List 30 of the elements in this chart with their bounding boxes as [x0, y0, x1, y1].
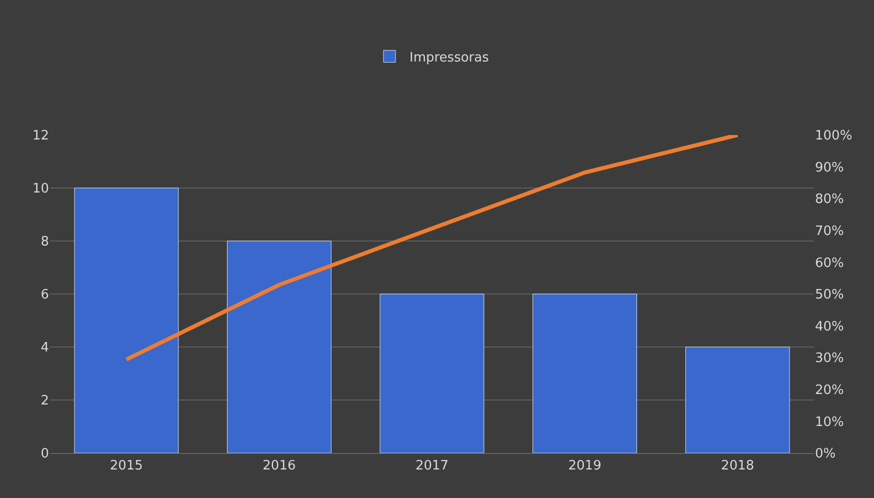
- y-tick-label: 10: [32, 182, 49, 197]
- y2-tick-label: 80%: [815, 192, 844, 208]
- y-tick-label: 12: [32, 128, 49, 144]
- bar: [380, 294, 484, 453]
- y2-tick-label: 30%: [815, 351, 844, 366]
- y-tick-label: 4: [40, 340, 49, 356]
- legend-label: Impressoras: [410, 50, 490, 66]
- y-tick-label: 8: [40, 234, 49, 250]
- y-tick-label: 0: [40, 446, 49, 462]
- y2-tick-label: 50%: [815, 288, 844, 303]
- bar: [74, 188, 179, 453]
- y2-tick-label: 0%: [815, 446, 836, 462]
- y2-tick-label: 10%: [815, 414, 844, 430]
- y2-tick-label: 40%: [815, 319, 844, 334]
- bar: [532, 294, 637, 453]
- y2-tick-label: 90%: [815, 160, 844, 176]
- y2-tick-label: 60%: [815, 256, 844, 271]
- y-tick-label: 6: [40, 288, 49, 303]
- y2-tick-label: 20%: [815, 382, 844, 398]
- x-tick-label: 2017: [415, 458, 449, 474]
- line-series: [124, 135, 740, 362]
- x-tick-label: 2015: [110, 458, 143, 474]
- bar: [227, 240, 332, 453]
- x-tick-label: 2018: [721, 458, 754, 474]
- y-tick-label: 2: [40, 394, 49, 409]
- y2-tick-label: 100%: [815, 128, 852, 144]
- bar: [685, 346, 790, 453]
- y2-tick-label: 70%: [815, 224, 844, 239]
- x-tick-label: 2016: [262, 458, 296, 474]
- x-tick-label: 2019: [568, 458, 602, 474]
